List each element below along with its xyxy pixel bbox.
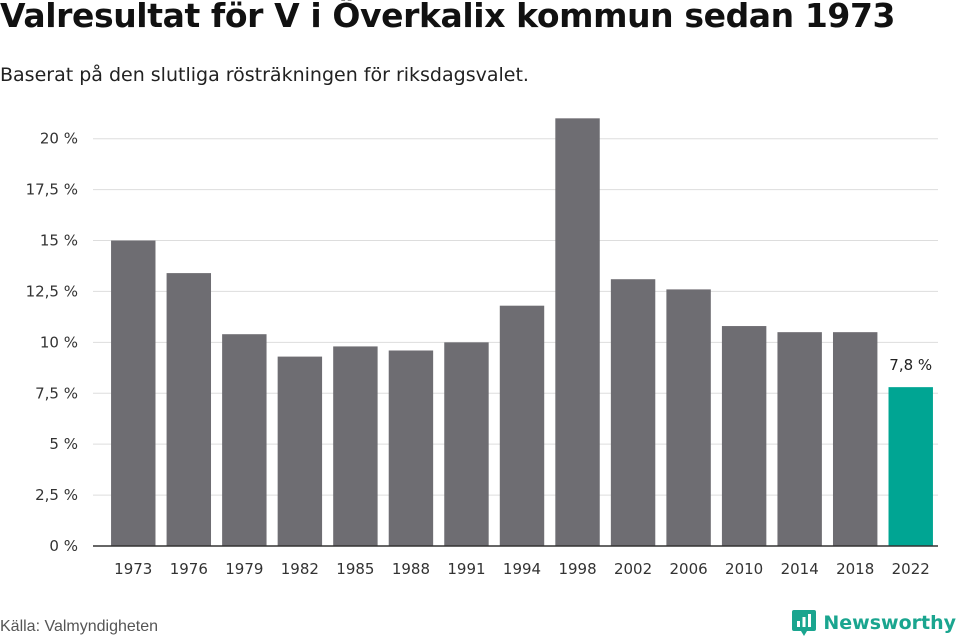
y-tick-label: 7,5 % [35, 384, 78, 402]
y-tick-label: 0 % [49, 537, 78, 555]
y-tick-label: 17,5 % [26, 181, 78, 199]
chart-subtitle: Baserat på den slutliga rösträkningen fö… [0, 64, 529, 86]
bar-1998 [555, 118, 600, 546]
y-tick-label: 2,5 % [35, 486, 78, 504]
newsworthy-logo-icon [792, 610, 817, 636]
chart-title: Valresultat för V i Överkalix kommun sed… [0, 0, 896, 35]
bar-1976 [166, 273, 212, 546]
bar-1982 [277, 356, 323, 546]
bar-2022 [888, 387, 933, 546]
y-tick-label: 12,5 % [26, 282, 78, 300]
bar-2006 [666, 289, 711, 546]
y-axis-tick-labels: 0 % 2,5 % 5 % 7,5 % 10 % 12,5 % 15 % 17,5 % 20 % [26, 130, 78, 555]
bar-2002 [610, 279, 656, 546]
bar-1985 [333, 346, 378, 546]
bar-1994 [499, 305, 545, 546]
x-tick-label: 2010 [725, 560, 763, 578]
x-tick-label: 1991 [447, 560, 485, 578]
x-tick-label: 1988 [392, 560, 430, 578]
bar-2010 [721, 326, 767, 546]
x-tick-label: 1998 [558, 560, 596, 578]
data-labels: 7,8 % [889, 356, 932, 374]
x-tick-label: 1994 [503, 560, 541, 578]
source-note: Källa: Valmyndigheten [0, 618, 159, 635]
y-tick-label: 20 % [40, 130, 78, 148]
x-tick-label: 1982 [281, 560, 319, 578]
bars [111, 118, 933, 546]
x-tick-label: 1976 [170, 560, 208, 578]
x-tick-label: 2014 [781, 560, 819, 578]
y-tick-label: 10 % [40, 333, 78, 351]
bar-1991 [444, 342, 489, 546]
bar-chart: 0 % 2,5 % 5 % 7,5 % 10 % 12,5 % 15 % 17,5 % 20 %… [26, 118, 938, 578]
y-tick-label: 15 % [40, 232, 78, 250]
brand: Newsworthy [791, 608, 956, 638]
x-tick-label: 1979 [225, 560, 263, 578]
y-tick-label: 5 % [49, 435, 78, 453]
bar-1988 [388, 350, 434, 546]
x-tick-label: 1985 [336, 560, 374, 578]
bar-1979 [222, 334, 267, 546]
data-label: 7,8 % [889, 356, 932, 374]
x-axis-tick-labels: 1973 1976 1979 1982 1985 1988 1991 1994 1998 2002… [114, 560, 930, 578]
brand-name: Newsworthy [823, 612, 956, 634]
bar-2018 [832, 332, 878, 546]
bar-2014 [777, 332, 822, 546]
bar-1973 [111, 240, 156, 546]
x-tick-label: 2018 [836, 560, 874, 578]
x-tick-label: 2006 [670, 560, 708, 578]
x-tick-label: 2002 [614, 560, 652, 578]
x-tick-label: 1973 [114, 560, 152, 578]
x-tick-label: 2022 [892, 560, 930, 578]
